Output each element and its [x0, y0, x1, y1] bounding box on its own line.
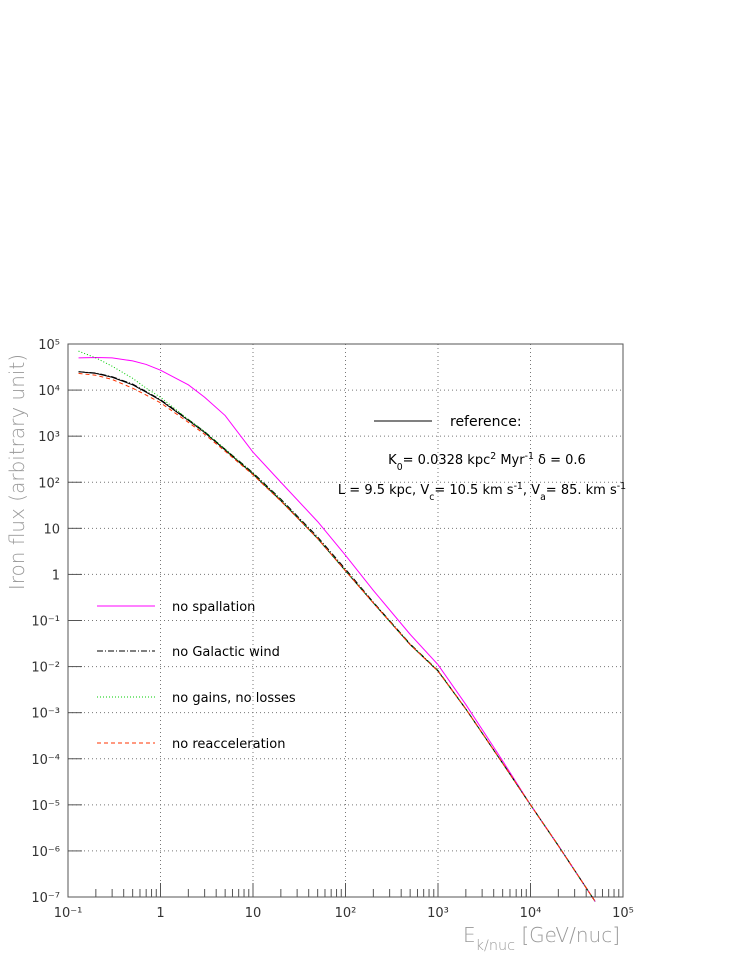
text-part: = 0.0328 kpc: [403, 453, 491, 468]
y-tick-label: 10⁻³: [31, 707, 60, 722]
series-line: [78, 356, 596, 902]
x-tick-label: 10²: [335, 906, 357, 921]
text-part: c: [429, 492, 434, 503]
x-tick-label: 10: [245, 906, 262, 921]
x-tick-label: 10³: [427, 906, 449, 921]
y-tick-label: 10⁻⁴: [31, 753, 60, 768]
y-tick-label: 10: [43, 522, 60, 537]
text-part: = 85. km s: [546, 483, 617, 498]
x-axis-label: Ek/nuc [GeV/nuc]: [463, 923, 620, 954]
annotation: L = 9.5 kpc, Vc= 10.5 km s-1, Va= 85. km…: [338, 481, 626, 503]
text-part: K: [388, 453, 397, 468]
annotation: K0= 0.0328 kpc2 Myr-1 δ = 0.6: [388, 451, 586, 473]
y-axis-label: Iron flux (arbitrary unit): [5, 354, 29, 590]
series-line: [78, 371, 596, 902]
text-part: = 10.5 km s: [434, 483, 513, 498]
text-part: Myr: [496, 453, 525, 468]
legend-label: reference:: [450, 414, 522, 430]
text-part: -1: [514, 481, 523, 492]
text-part: -1: [525, 451, 534, 462]
legend-label: no reacceleration: [172, 737, 285, 752]
y-tick-label: 10²: [38, 476, 60, 491]
text-part: -1: [617, 481, 626, 492]
y-tick-label: 10⁵: [38, 338, 60, 353]
y-tick-label: 1: [52, 568, 60, 583]
legend-label: no Galactic wind: [172, 645, 280, 660]
text-part: [GeV/nuc]: [515, 923, 620, 947]
x-tick-label: 10⁴: [520, 906, 542, 921]
plot-frame: [67, 343, 624, 898]
x-tick-label: 10⁻¹: [54, 906, 83, 921]
y-tick-label: 10³: [38, 430, 60, 445]
text-part: δ = 0.6: [534, 453, 586, 468]
text-part: 0: [397, 462, 403, 473]
x-tick-label: 1: [156, 906, 164, 921]
text-part: E: [463, 923, 476, 947]
legend-label: no spallation: [172, 600, 255, 615]
text-part: k/nuc: [476, 938, 515, 954]
legend-label: no gains, no losses: [172, 691, 296, 706]
text-part: , V: [523, 483, 540, 498]
text-part: L = 9.5 kpc, V: [338, 483, 429, 498]
series-line: [78, 371, 596, 902]
y-tick-label: 10⁻⁶: [31, 845, 60, 860]
x-tick-label: 10⁵: [612, 906, 634, 921]
text-part: a: [540, 492, 546, 503]
series-line: [78, 350, 596, 902]
y-tick-label: 10⁻⁷: [31, 891, 60, 906]
y-tick-label: 10⁻⁵: [31, 799, 60, 814]
y-tick-label: 10⁻²: [31, 661, 60, 676]
y-tick-label: 10⁻¹: [31, 615, 60, 630]
y-tick-label: 10⁴: [38, 384, 60, 399]
text-part: 2: [490, 451, 496, 462]
